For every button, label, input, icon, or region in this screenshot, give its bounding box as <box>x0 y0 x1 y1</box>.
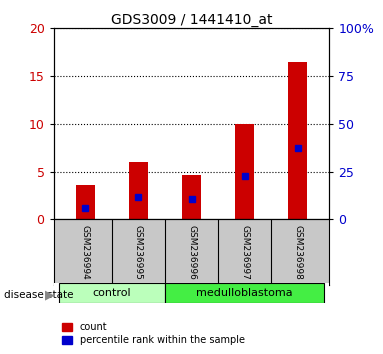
Text: GSM236995: GSM236995 <box>134 225 143 280</box>
Bar <box>165 283 324 303</box>
Bar <box>129 162 148 219</box>
Bar <box>288 62 307 219</box>
Text: GSM236997: GSM236997 <box>240 225 249 280</box>
Bar <box>235 124 254 219</box>
Text: ▶: ▶ <box>45 289 55 302</box>
Text: disease state: disease state <box>4 290 73 299</box>
Text: GSM236998: GSM236998 <box>293 225 302 280</box>
Bar <box>182 175 201 219</box>
Bar <box>76 185 95 219</box>
Legend: count, percentile rank within the sample: count, percentile rank within the sample <box>59 319 249 349</box>
Text: GSM236996: GSM236996 <box>187 225 196 280</box>
Text: control: control <box>93 288 131 298</box>
Text: GSM236994: GSM236994 <box>81 225 90 280</box>
Bar <box>59 283 165 303</box>
Title: GDS3009 / 1441410_at: GDS3009 / 1441410_at <box>111 13 272 27</box>
Text: medulloblastoma: medulloblastoma <box>196 288 293 298</box>
